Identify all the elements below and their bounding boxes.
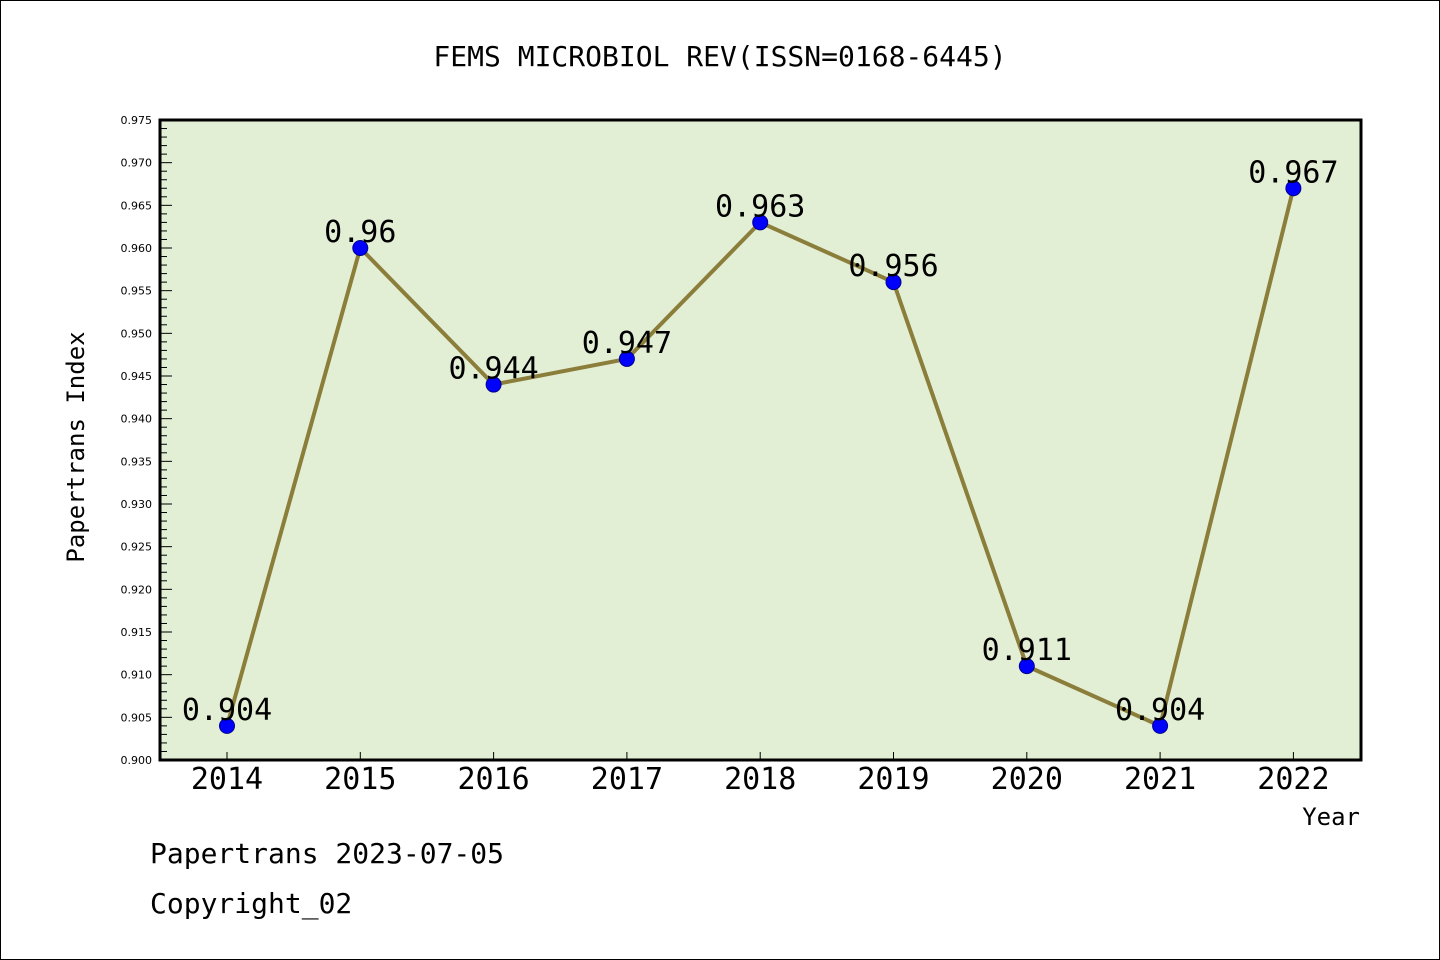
data-label: 0.967 — [1248, 155, 1338, 190]
data-label: 0.944 — [448, 352, 538, 387]
y-tick-label: 0.955 — [121, 285, 153, 298]
y-tick-label: 0.970 — [121, 157, 153, 170]
y-tick-label: 0.900 — [121, 754, 153, 767]
data-point — [752, 214, 769, 231]
data-point — [485, 376, 502, 393]
y-axis-ticks — [160, 119, 172, 761]
x-axis-label: Year — [1302, 803, 1360, 831]
series-markers — [219, 180, 1302, 734]
data-label: 0.947 — [582, 326, 672, 361]
data-label: 0.96 — [324, 215, 396, 250]
y-tick-label: 0.930 — [121, 498, 153, 511]
y-tick-label: 0.920 — [121, 583, 153, 596]
data-label: 0.904 — [182, 693, 272, 728]
y-tick-label: 0.935 — [121, 455, 153, 468]
chart-title: FEMS MICROBIOL REV(ISSN=0168-6445) — [433, 40, 1006, 73]
x-axis-tick-labels: 2014 2015 2016 2017 2018 2019 2020 2021 2022 — [191, 752, 1330, 797]
y-tick-label: 0.975 — [121, 114, 153, 127]
x-tick-label: 2018 — [724, 762, 796, 797]
data-label: 0.911 — [982, 633, 1072, 668]
y-tick-label: 0.940 — [121, 413, 153, 426]
y-tick-label: 0.915 — [121, 626, 153, 639]
data-point — [1018, 658, 1035, 675]
x-tick-label: 2016 — [457, 762, 529, 797]
x-tick-label: 2017 — [591, 762, 663, 797]
footer-copyright: Copyright_02 — [150, 887, 352, 921]
data-point — [885, 274, 902, 291]
y-tick-label: 0.925 — [121, 541, 153, 554]
y-tick-label: 0.905 — [121, 711, 153, 724]
x-tick-label: 2015 — [324, 762, 396, 797]
data-label: 0.904 — [1115, 693, 1205, 728]
x-tick-label: 2019 — [857, 762, 929, 797]
y-tick-label: 0.910 — [121, 669, 153, 682]
y-axis-label: Papertrans Index — [62, 331, 90, 562]
y-tick-label: 0.950 — [121, 327, 153, 340]
data-label: 0.963 — [715, 189, 805, 224]
y-axis-tick-labels: 0.900 0.905 0.910 0.915 0.920 0.925 0.930 0.935… — [121, 114, 153, 767]
x-tick-label: 2022 — [1257, 762, 1329, 797]
y-tick-label: 0.945 — [121, 370, 153, 383]
y-tick-label: 0.960 — [121, 242, 153, 255]
data-point — [1152, 717, 1169, 734]
data-label: 0.956 — [848, 249, 938, 284]
x-tick-label: 2021 — [1124, 762, 1196, 797]
data-point — [1285, 180, 1302, 197]
x-tick-label: 2020 — [991, 762, 1063, 797]
data-labels: 0.904 0.96 0.944 0.947 0.963 0.956 0.911 0.904 0… — [182, 155, 1339, 728]
data-point — [219, 717, 235, 734]
x-tick-label: 2014 — [191, 762, 263, 797]
data-point — [618, 350, 635, 367]
y-tick-label: 0.965 — [121, 199, 153, 212]
footer-date: Papertrans 2023-07-05 — [150, 837, 504, 870]
data-point — [352, 240, 369, 256]
